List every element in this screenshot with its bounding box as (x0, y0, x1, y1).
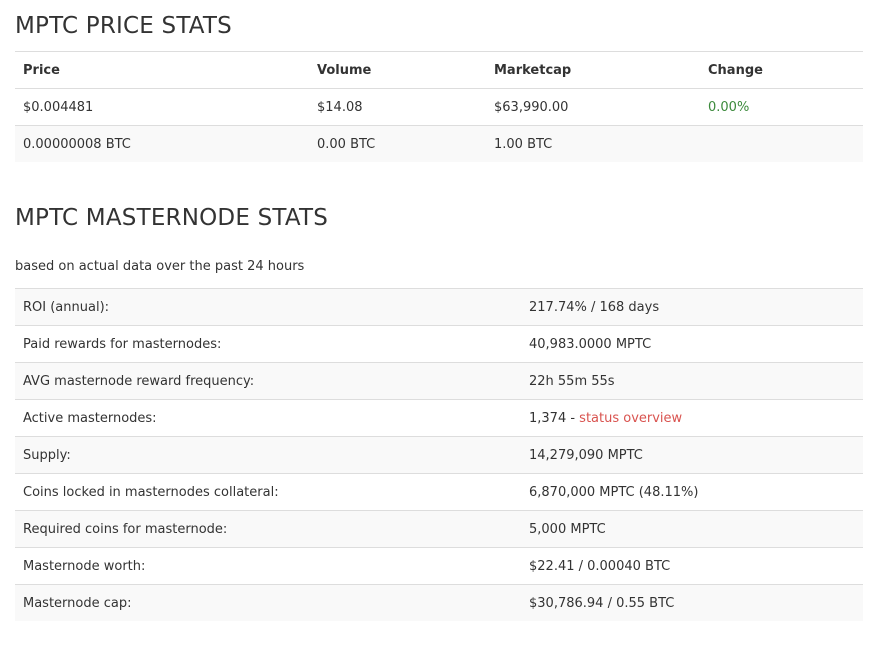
table-row: Paid rewards for masternodes: 40,983.000… (15, 325, 863, 363)
stat-value: 14,279,090 MPTC (521, 436, 863, 474)
table-row: Masternode worth: $22.41 / 0.00040 BTC (15, 547, 863, 585)
col-header-marketcap: Marketcap (486, 51, 700, 89)
price-btc: 0.00000008 BTC (15, 125, 309, 162)
marketcap-usd: $63,990.00 (486, 88, 700, 126)
table-row: Active masternodes: 1,374 - status overv… (15, 399, 863, 437)
stat-label: Active masternodes: (15, 399, 521, 437)
stat-label: Masternode worth: (15, 547, 521, 585)
price-stats-table: Price Volume Marketcap Change $0.004481 … (15, 51, 863, 162)
stat-label: Required coins for masternode: (15, 510, 521, 548)
volume-btc: 0.00 BTC (309, 125, 486, 162)
stat-value: 6,870,000 MPTC (48.11%) (521, 473, 863, 511)
stat-value: 5,000 MPTC (521, 510, 863, 548)
stat-label: Supply: (15, 436, 521, 474)
stat-value: $22.41 / 0.00040 BTC (521, 547, 863, 585)
table-row: Required coins for masternode: 5,000 MPT… (15, 510, 863, 548)
table-row: ROI (annual): 217.74% / 168 days (15, 288, 863, 326)
stat-value: 22h 55m 55s (521, 362, 863, 400)
masternode-stats-table: ROI (annual): 217.74% / 168 days Paid re… (15, 288, 863, 621)
marketcap-btc: 1.00 BTC (486, 125, 700, 162)
col-header-change: Change (700, 51, 863, 89)
change-btc (700, 125, 863, 162)
stat-value: 40,983.0000 MPTC (521, 325, 863, 363)
status-overview-link[interactable]: status overview (579, 410, 683, 426)
price-usd: $0.004481 (15, 88, 309, 126)
change-value: 0.00% (700, 88, 863, 126)
stat-value: 1,374 - (529, 410, 580, 426)
table-row: AVG masternode reward frequency: 22h 55m… (15, 362, 863, 400)
table-header-row: Price Volume Marketcap Change (15, 51, 863, 89)
stat-value: 217.74% / 168 days (521, 288, 863, 326)
stat-value: $30,786.94 / 0.55 BTC (521, 584, 863, 621)
table-row: Masternode cap: $30,786.94 / 0.55 BTC (15, 584, 863, 621)
stat-label: ROI (annual): (15, 288, 521, 326)
col-header-price: Price (15, 51, 309, 89)
masternode-stats-subtitle: based on actual data over the past 24 ho… (15, 259, 305, 274)
price-stats-title: MPTC PRICE STATS (15, 13, 232, 39)
stat-label: Masternode cap: (15, 584, 521, 621)
table-row: 0.00000008 BTC 0.00 BTC 1.00 BTC (15, 125, 863, 162)
table-row: Coins locked in masternodes collateral: … (15, 473, 863, 511)
col-header-volume: Volume (309, 51, 486, 89)
volume-usd: $14.08 (309, 88, 486, 126)
masternode-stats-title: MPTC MASTERNODE STATS (15, 205, 329, 231)
stat-value-cell: 1,374 - status overview (521, 399, 863, 437)
stat-label: Paid rewards for masternodes: (15, 325, 521, 363)
table-row: $0.004481 $14.08 $63,990.00 0.00% (15, 88, 863, 126)
stat-label: Coins locked in masternodes collateral: (15, 473, 521, 511)
stat-label: AVG masternode reward frequency: (15, 362, 521, 400)
table-row: Supply: 14,279,090 MPTC (15, 436, 863, 474)
